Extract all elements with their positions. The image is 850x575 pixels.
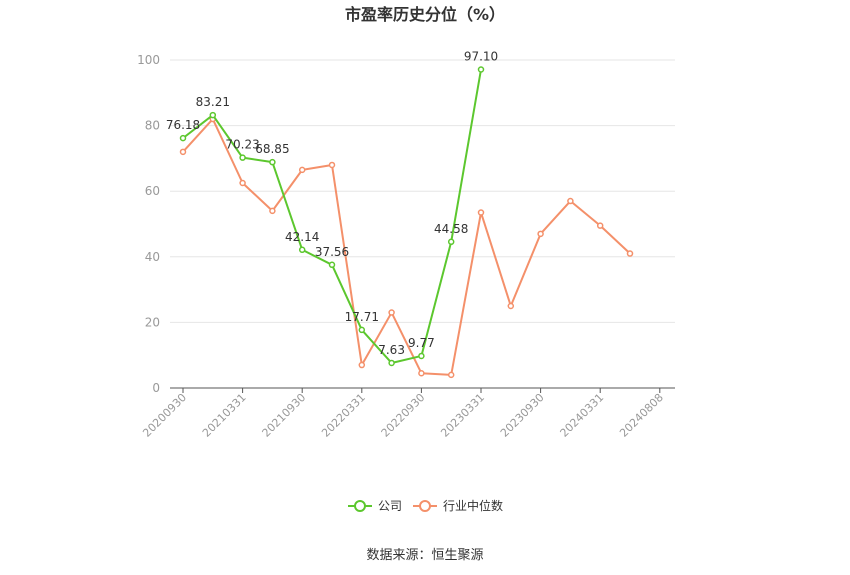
company-data-label: 37.56 xyxy=(315,245,349,259)
company-data-label: 7.63 xyxy=(378,343,405,357)
company-data-point[interactable] xyxy=(418,352,425,360)
company-data-point[interactable] xyxy=(477,66,485,73)
chart-title: 市盈率历史分位（%） xyxy=(345,5,505,24)
company-data-point[interactable] xyxy=(269,158,276,166)
company-data-point[interactable] xyxy=(179,134,187,142)
industry-median-data-point[interactable] xyxy=(477,209,485,216)
company-data-label: 68.85 xyxy=(255,142,289,156)
legend-marker-icon xyxy=(419,500,431,512)
grid-lines xyxy=(170,59,675,323)
company-data-label: 9.77 xyxy=(408,336,435,350)
industry-median-data-point[interactable] xyxy=(388,309,395,316)
y-tick-label: 0 xyxy=(152,381,160,395)
industry-median-data-point[interactable] xyxy=(567,197,574,205)
company-data-label: 76.18 xyxy=(166,118,200,132)
legend-item-company[interactable]: 公司 xyxy=(348,499,402,513)
industry-median-data-point[interactable] xyxy=(507,302,515,310)
industry-median-data-point[interactable] xyxy=(358,361,366,369)
y-tick-label: 80 xyxy=(145,119,160,133)
y-tick-label: 40 xyxy=(145,250,160,264)
company-data-label: 97.10 xyxy=(464,50,498,64)
company-data-label: 83.21 xyxy=(196,95,230,109)
x-tick-label: 20210930 xyxy=(260,391,309,440)
company-data-point[interactable] xyxy=(298,246,306,254)
x-tick-label: 20230331 xyxy=(438,391,487,440)
legend-marker-icon xyxy=(354,500,366,512)
company-data-label: 42.14 xyxy=(285,230,319,244)
y-tick-label: 20 xyxy=(145,315,160,329)
company-data-point[interactable] xyxy=(447,238,455,246)
x-tick-label: 20240808 xyxy=(617,391,666,440)
industry-median-data-point[interactable] xyxy=(447,371,455,379)
legend-label: 公司 xyxy=(378,499,402,513)
legend-item-industry-median[interactable]: 行业中位数 xyxy=(413,498,503,513)
x-tick-label: 20220930 xyxy=(379,391,428,440)
company-data-point[interactable] xyxy=(328,261,336,269)
data-source: 数据来源：恒生聚源 xyxy=(366,548,483,563)
y-tick-label: 60 xyxy=(145,184,160,198)
company-data-label: 70.23 xyxy=(225,138,259,152)
data-labels: 76.1883.2170.2368.8542.1437.5617.717.639… xyxy=(166,50,498,357)
industry-median-data-point[interactable] xyxy=(239,179,246,187)
series-layer xyxy=(179,66,634,379)
industry-median-series-line xyxy=(182,118,631,376)
x-tick-label: 20210331 xyxy=(200,391,249,440)
company-data-point[interactable] xyxy=(388,359,395,367)
industry-median-data-point[interactable] xyxy=(269,207,276,215)
industry-median-data-point[interactable] xyxy=(418,369,425,377)
company-series-line xyxy=(182,69,482,364)
x-tick-label: 20220331 xyxy=(319,391,368,440)
industry-median-data-point[interactable] xyxy=(179,148,187,156)
industry-median-data-point[interactable] xyxy=(298,166,306,174)
x-tick-label: 20240331 xyxy=(558,391,607,440)
x-tick-label: 20200930 xyxy=(140,391,189,440)
x-tick-label: 20230930 xyxy=(498,391,547,440)
company-data-point[interactable] xyxy=(239,154,246,161)
industry-median-data-point[interactable] xyxy=(626,250,634,257)
company-data-point[interactable] xyxy=(358,326,366,334)
industry-median-data-point[interactable] xyxy=(328,161,336,169)
company-data-label: 44.58 xyxy=(434,222,468,236)
legend-label: 行业中位数 xyxy=(443,498,503,513)
industry-median-data-point[interactable] xyxy=(537,230,544,238)
legend[interactable]: 公司 行业中位数 xyxy=(348,498,503,513)
industry-median-data-point[interactable] xyxy=(596,222,604,229)
company-data-point[interactable] xyxy=(209,111,217,119)
y-tick-label: 100 xyxy=(137,53,160,67)
company-data-label: 17.71 xyxy=(345,310,379,324)
